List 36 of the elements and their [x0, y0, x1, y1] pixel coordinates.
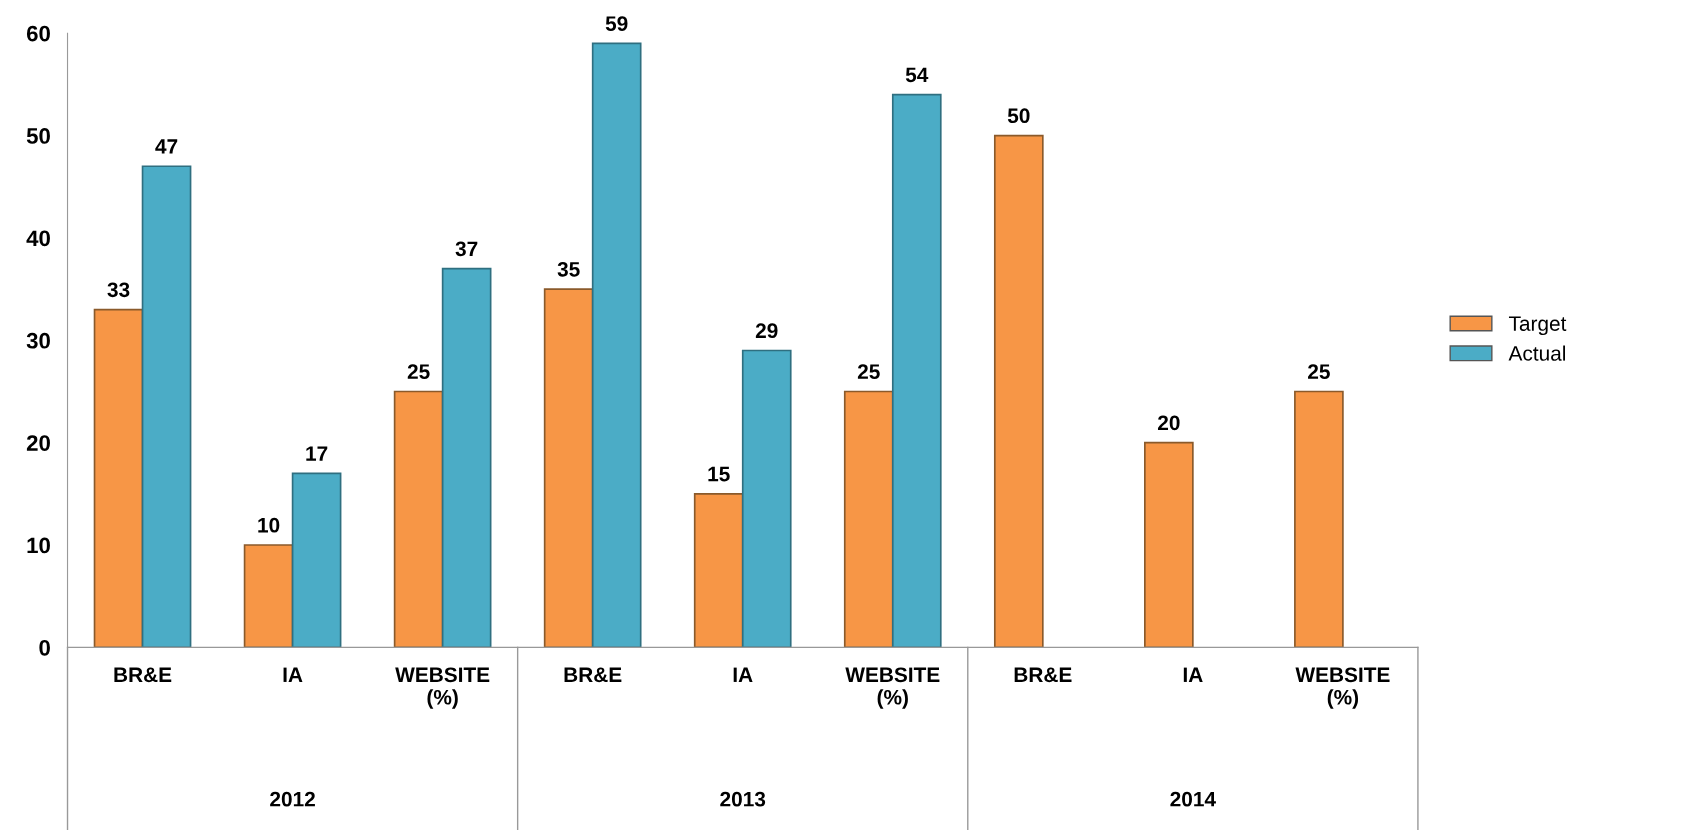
y-tick-label: 60	[26, 25, 50, 42]
data-label: 50	[1007, 108, 1030, 124]
x-tick-label: BR&E	[114, 667, 172, 683]
x-tick-label: WEBSITE (%)	[845, 667, 940, 709]
x-tick-label: IA	[283, 667, 303, 682]
data-label: 25	[407, 364, 430, 380]
data-label: 25	[857, 364, 880, 380]
data-label: 20	[1157, 415, 1180, 431]
data-label: 25	[1308, 364, 1330, 380]
data-label: 59	[605, 16, 628, 31]
text: 2013	[720, 791, 766, 807]
y-tick-label: 50	[26, 128, 50, 144]
y-tick-label: 20	[26, 435, 50, 451]
text: 2014	[1170, 791, 1216, 807]
y-tick-label: 40	[26, 230, 50, 247]
legend-label: Actual	[1508, 345, 1566, 361]
y-tick-label: 10	[27, 537, 50, 554]
x-tick-label: IA	[1183, 667, 1203, 682]
data-label: 54	[905, 67, 929, 83]
data-label: 15	[708, 466, 730, 482]
data-label: 10	[258, 517, 280, 533]
text: 2012	[270, 791, 315, 807]
data-label: 29	[755, 323, 778, 339]
data-label: 35	[557, 261, 580, 277]
data-label: 47	[155, 139, 178, 154]
y-tick-label: 30	[26, 332, 50, 349]
y-tick-label: 0	[39, 639, 50, 656]
x-tick-label: BR&E	[1014, 667, 1072, 683]
x-tick-label: BR&E	[564, 667, 622, 683]
legend-label: Target	[1508, 316, 1567, 336]
data-label: 37	[455, 241, 478, 257]
x-tick-label: WEBSITE (%)	[1295, 667, 1390, 709]
data-label: 33	[107, 282, 130, 298]
data-label: 17	[306, 446, 328, 461]
x-tick-label: WEBSITE (%)	[395, 667, 490, 709]
x-tick-label: IA	[733, 667, 753, 682]
